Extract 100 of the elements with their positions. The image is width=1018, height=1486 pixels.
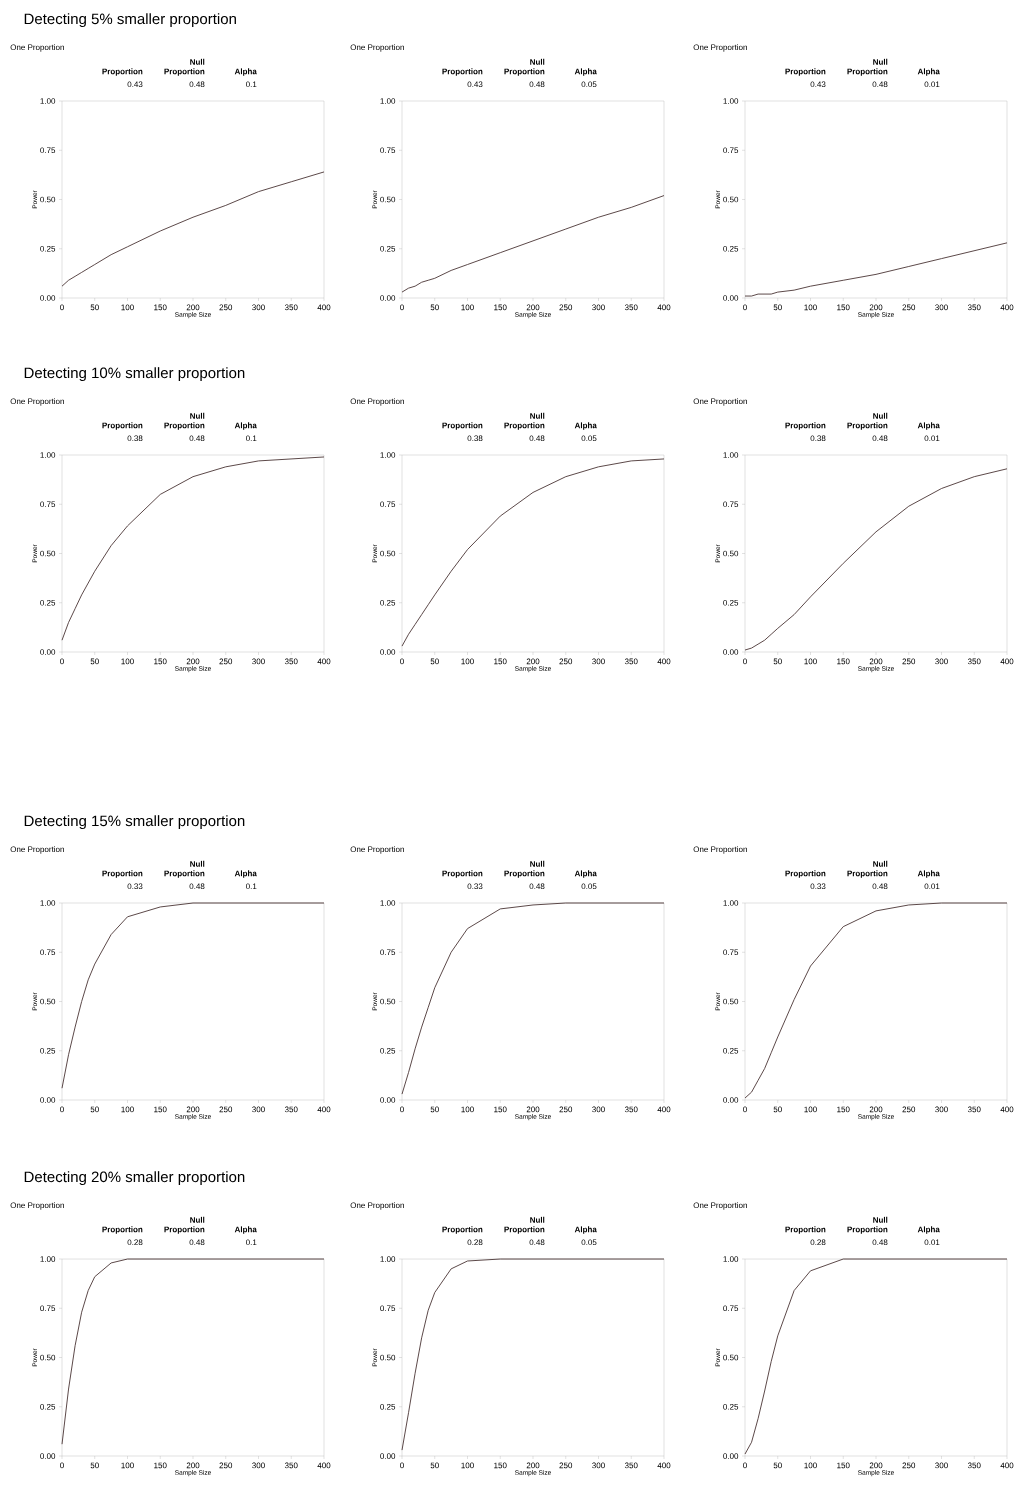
y-tick-label: 0.00 (723, 1097, 739, 1103)
x-tick-label: 100 (804, 658, 817, 665)
x-tick-label: 150 (154, 1462, 167, 1469)
text: 0.01 (924, 81, 940, 88)
chart-title: Detecting 10% smaller proportion (24, 367, 245, 382)
y-tick-label: 0.50 (380, 1354, 396, 1361)
y-tick-label: 0.00 (723, 1453, 739, 1459)
y-tick-label: 0.50 (40, 1354, 56, 1361)
x-tick-label: 300 (592, 658, 605, 665)
text: 0.38 (810, 435, 826, 442)
x-tick-label: 150 (837, 1106, 850, 1113)
y-tick-label: 0.00 (40, 1097, 56, 1103)
text: 0.48 (872, 435, 888, 442)
y-tick-label: 0.50 (40, 196, 56, 203)
chart-subtitle: One Proportion (350, 1202, 404, 1210)
text: 0.48 (189, 883, 205, 890)
x-tick-label: 50 (430, 1106, 439, 1113)
chart-subtitle: One Proportion (693, 44, 747, 52)
x-tick-label: 350 (624, 1106, 638, 1113)
text: Null Proportion (847, 412, 888, 430)
y-tick-label: 0.00 (380, 649, 396, 655)
x-tick-label: 150 (837, 658, 850, 665)
x-tick-label: 350 (284, 1462, 298, 1469)
y-tick-label: 0.25 (723, 599, 739, 606)
text: 0.48 (529, 1239, 545, 1246)
x-tick-label: 50 (773, 1462, 782, 1469)
text: Null Proportion (847, 860, 888, 878)
x-tick-label: 100 (461, 658, 474, 665)
text: Null Proportion (164, 860, 205, 878)
x-tick-label: 150 (494, 1106, 507, 1113)
x-tick-label: 400 (657, 304, 671, 311)
text: Alpha (917, 68, 940, 76)
y-tick-label: 1.00 (380, 900, 396, 906)
text: Proportion (442, 1226, 483, 1234)
text: 0.48 (189, 81, 205, 88)
y-tick-label: 1.00 (723, 98, 739, 104)
y-tick-label: 0.00 (723, 649, 739, 655)
text: Null Proportion (504, 58, 545, 76)
y-tick-label: 0.75 (723, 1305, 739, 1312)
x-tick-label: 50 (430, 304, 439, 311)
x-tick-label: 200 (526, 304, 540, 311)
y-tick-label: 0.75 (380, 147, 396, 154)
text: 0.28 (467, 1239, 483, 1246)
y-tick-label: 0.50 (380, 998, 396, 1005)
x-tick-label: 350 (284, 658, 298, 665)
text: Proportion (442, 422, 483, 430)
text: Proportion (785, 422, 826, 430)
text: 0.43 (127, 81, 143, 88)
line-series (401, 195, 665, 293)
x-tick-label: 350 (624, 304, 638, 311)
text: Null Proportion (847, 1216, 888, 1234)
y-tick-label: 1.00 (380, 1256, 396, 1262)
x-tick-label: 100 (461, 1106, 474, 1113)
x-tick-label: 400 (317, 1106, 331, 1113)
x-tick-label: 400 (657, 1106, 671, 1113)
y-tick-label: 0.00 (40, 295, 56, 301)
x-tick-label: 250 (219, 1462, 233, 1469)
text: Alpha (917, 870, 940, 878)
text: Alpha (234, 1226, 257, 1234)
text: 0.48 (529, 81, 545, 88)
y-tick-label: 0.25 (380, 245, 396, 252)
y-tick-label: 0.50 (723, 196, 739, 203)
y-tick-label: 0.50 (723, 550, 739, 557)
x-tick-label: 400 (1000, 658, 1014, 665)
text: Null Proportion (164, 1216, 205, 1234)
y-tick-label: 0.00 (40, 649, 56, 655)
line-series (744, 468, 1008, 651)
x-tick-label: 150 (154, 304, 167, 311)
y-tick-label: 0.00 (723, 295, 739, 301)
text: 0.38 (127, 435, 143, 442)
text: 0.1 (245, 435, 257, 442)
x-tick-label: 300 (935, 1106, 948, 1113)
x-tick-label: 100 (121, 658, 134, 665)
text: Null Proportion (504, 412, 545, 430)
x-tick-label: 100 (121, 1462, 134, 1469)
y-tick-label: 1.00 (40, 1256, 56, 1262)
x-tick-label: 100 (804, 1106, 817, 1113)
x-tick-label: 50 (90, 1106, 99, 1113)
x-tick-label: 200 (869, 304, 883, 311)
x-tick-label: 50 (90, 658, 99, 665)
x-tick-label: 400 (657, 658, 671, 665)
x-tick-label: 300 (592, 1462, 605, 1469)
x-tick-label: 0 (60, 1106, 64, 1113)
y-tick-label: 0.75 (380, 1305, 396, 1312)
chart-subtitle: One Proportion (693, 1202, 747, 1210)
x-tick-label: 300 (252, 658, 265, 665)
x-tick-label: 250 (219, 658, 233, 665)
text: 0.01 (924, 435, 940, 442)
chart-subtitle: One Proportion (350, 846, 404, 854)
y-tick-label: 0.25 (40, 1403, 56, 1410)
x-tick-label: 50 (430, 658, 439, 665)
chart-title: Detecting 20% smaller proportion (24, 1171, 245, 1186)
y-tick-label: 0.00 (380, 1453, 396, 1459)
chart-subtitle: One Proportion (10, 846, 64, 854)
text: 0.48 (872, 81, 888, 88)
x-tick-label: 150 (494, 304, 507, 311)
x-tick-label: 400 (317, 658, 331, 665)
text: 0.43 (810, 81, 826, 88)
text: Alpha (917, 422, 940, 430)
x-tick-label: 300 (592, 1106, 605, 1113)
